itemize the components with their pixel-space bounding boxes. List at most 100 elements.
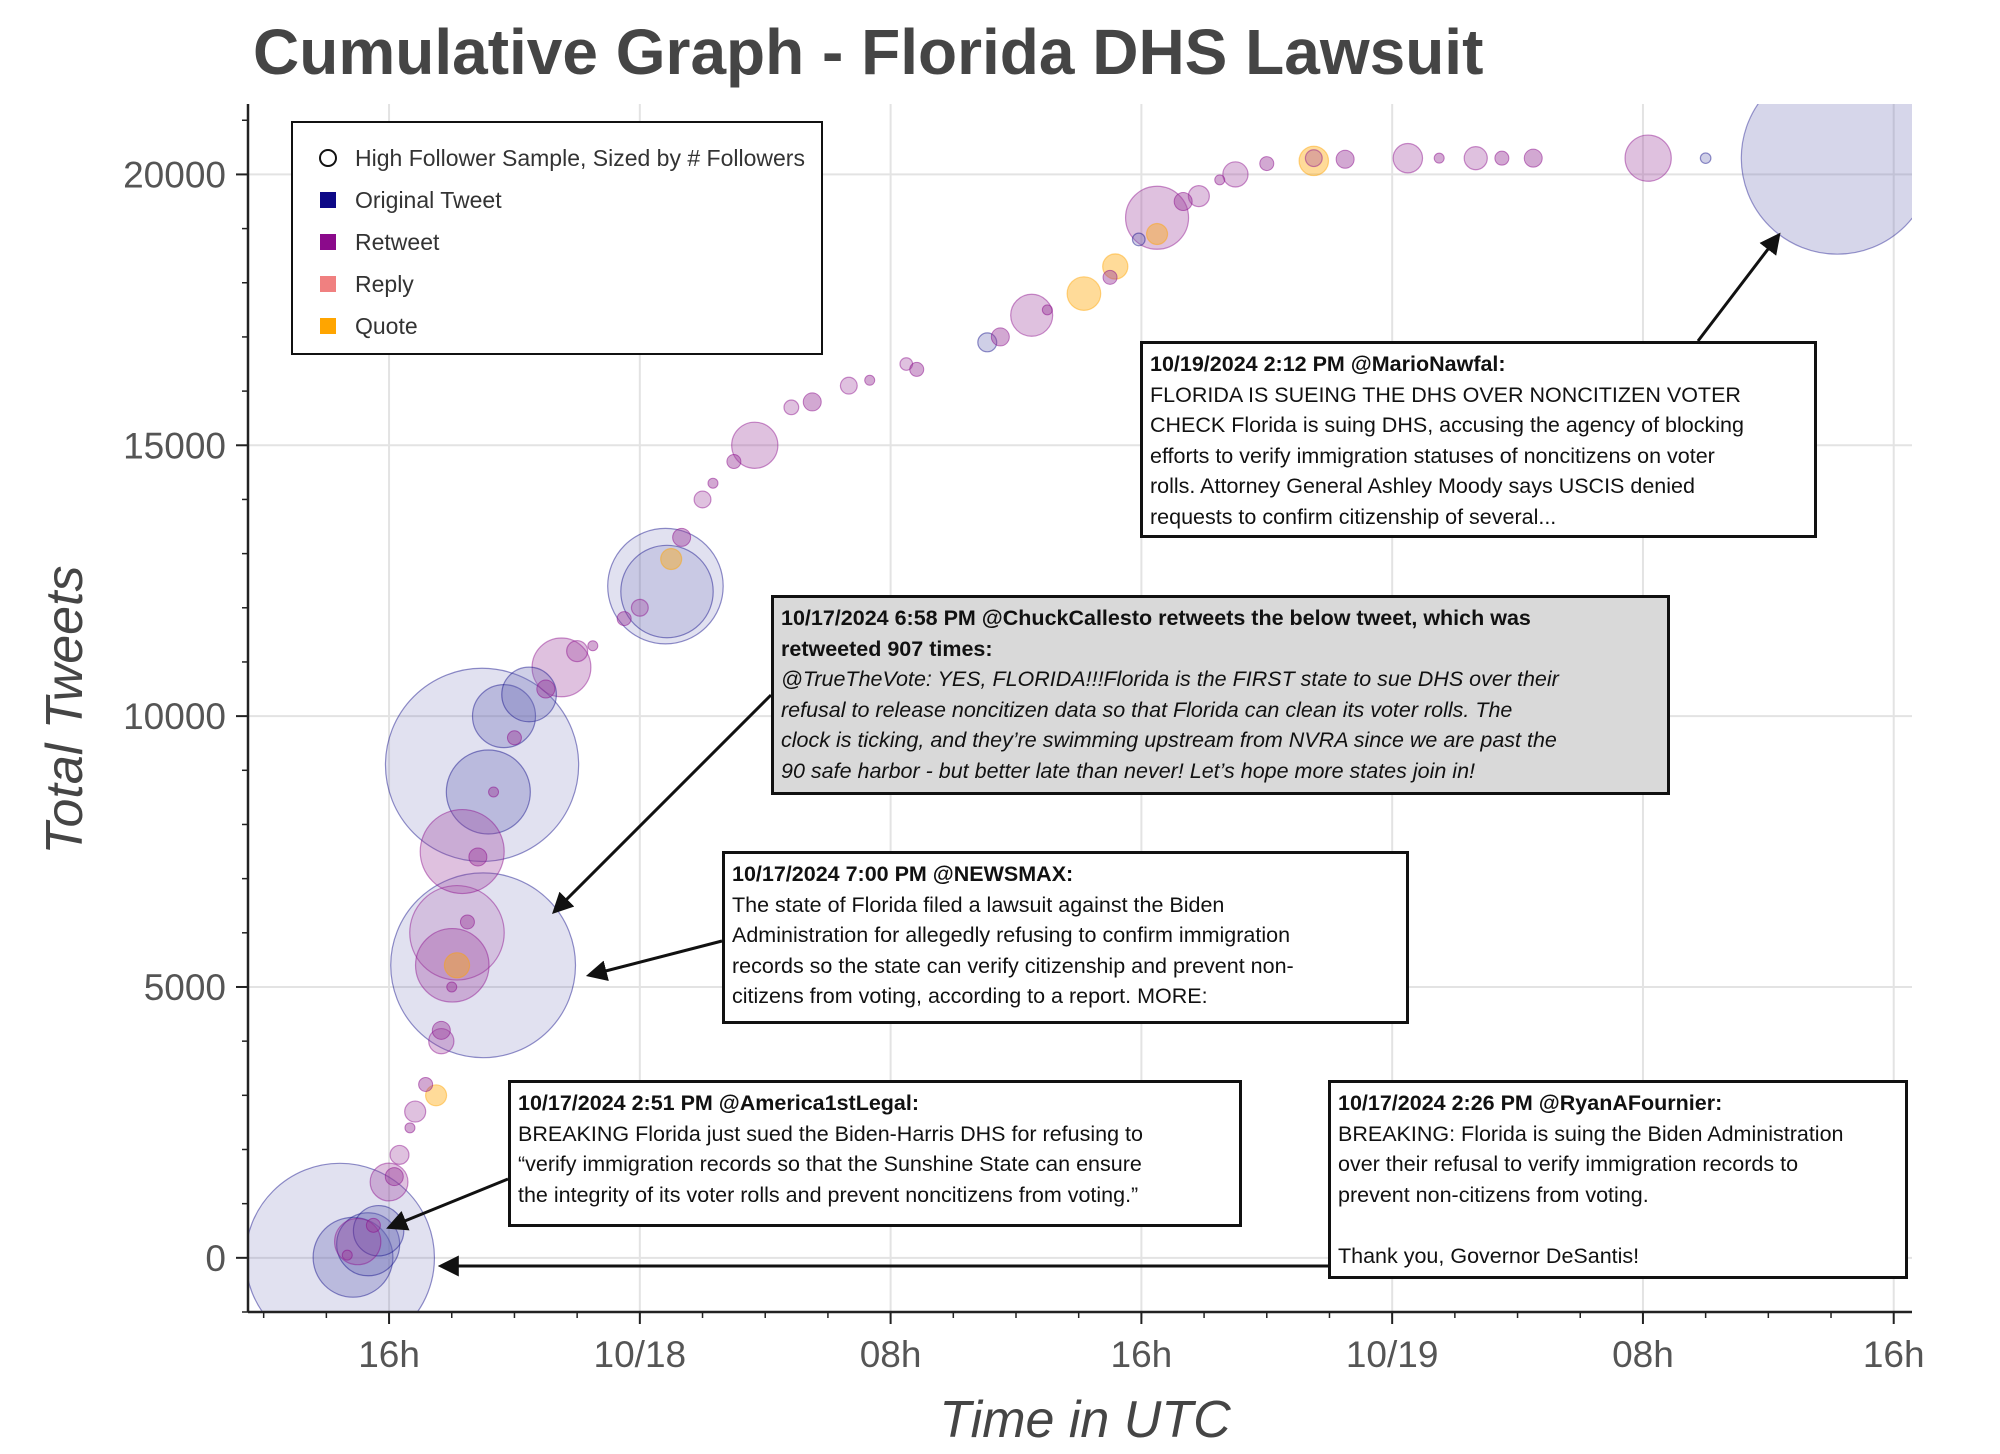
axes: [246, 104, 1912, 1314]
data-point: [334, 1217, 382, 1266]
y-axis-label: Total Tweets: [36, 565, 94, 854]
arrow-mario-nawfal: [1696, 232, 1781, 342]
trail-point: [909, 361, 925, 377]
data-point: [414, 927, 490, 1003]
legend-label: High Follower Sample, Sized by # Followe…: [355, 145, 805, 171]
data-point: [419, 808, 505, 895]
data-point: [409, 884, 505, 981]
data-point: [693, 490, 712, 509]
trail-point: [672, 527, 692, 547]
data-point: [1187, 184, 1210, 208]
data-point: [566, 640, 589, 663]
data-point: [783, 399, 800, 416]
trail-point: [1041, 304, 1053, 316]
trail-point: [707, 477, 719, 489]
legend-label: Quote: [355, 313, 418, 339]
trail-point: [384, 1167, 404, 1187]
data-point: [1124, 185, 1190, 250]
data-point: [404, 1100, 427, 1123]
legend-box: [291, 121, 823, 355]
trail-point: [488, 786, 500, 798]
trail-point: [1214, 174, 1226, 186]
data-point: [336, 1212, 401, 1277]
legend-label: Original Tweet: [355, 187, 502, 213]
annotation-body: @TrueTheVote: YES, FLORIDA!!!Florida is …: [781, 667, 1559, 783]
trail-point: [446, 981, 458, 993]
annotation-body: BREAKING Florida just sued the Biden-Har…: [518, 1121, 1143, 1207]
legend-circle-icon: [319, 149, 337, 167]
trail-point: [506, 730, 522, 746]
data-point: [369, 1162, 409, 1202]
data-point: [248, 1162, 436, 1312]
data-point: [389, 1144, 410, 1165]
data-point: [977, 332, 998, 353]
arrow-america1st-legal: [386, 1177, 509, 1231]
data-point: [839, 376, 858, 395]
data-point: [1304, 149, 1323, 168]
annotation-header: 10/17/2024 6:58 PM @ChuckCallesto retwee…: [781, 606, 1531, 661]
data-point: [620, 544, 714, 639]
data-point: [1066, 276, 1102, 311]
legend-label: Retweet: [355, 229, 440, 255]
chart-title: Cumulative Graph - Florida DHS Lawsuit: [253, 16, 1483, 88]
trail-point: [1173, 192, 1193, 212]
annotation-chuck-callesto: 10/17/2024 6:58 PM @ChuckCallesto retwee…: [771, 595, 1670, 795]
annotation-ryan-fournier: 10/17/2024 2:26 PM @RyanAFournier: BREAK…: [1328, 1080, 1908, 1279]
legend-swatch: [320, 276, 336, 292]
data-point: [1102, 253, 1129, 280]
x-tick-label: 16h: [1111, 1334, 1173, 1375]
arrow-newsmax: [585, 939, 723, 981]
tick-layer: 0 5000 10000 15000 20000 16h 10/18 08h 16h 10/19 0…: [123, 119, 1925, 1375]
data-point: [312, 1216, 394, 1298]
trail-point: [1433, 152, 1445, 164]
data-point: [390, 872, 577, 1059]
annotation-header: 10/17/2024 7:00 PM @NEWSMAX:: [732, 862, 1074, 886]
data-point: [731, 421, 779, 469]
data-point: [531, 637, 592, 698]
x-tick-label: 10/19: [1346, 1334, 1439, 1375]
data-point: [428, 1027, 455, 1055]
trail-point: [802, 392, 822, 412]
bubble-layer: [248, 104, 1912, 1312]
annotation-arrows: [386, 232, 1781, 1277]
trail-point: [431, 1020, 451, 1040]
data-point: [471, 684, 537, 749]
data-point: [1222, 161, 1249, 188]
trail-point: [365, 1217, 381, 1233]
annotation-header: 10/17/2024 2:26 PM @RyanAFournier:: [1338, 1091, 1723, 1115]
legend-swatch: [320, 192, 336, 208]
data-point: [1131, 232, 1146, 247]
annotation-mario-nawfal: 10/19/2024 2:12 PM @MarioNawfal: FLORIDA…: [1140, 341, 1817, 538]
y-tick-label: 5000: [144, 967, 226, 1008]
data-point: [660, 547, 683, 571]
annotation-newsmax: 10/17/2024 7:00 PM @NEWSMAX: The state o…: [722, 851, 1409, 1024]
trail-point: [341, 1249, 353, 1261]
legend-swatch: [320, 318, 336, 334]
trail-point: [587, 640, 599, 652]
data-point: [1463, 146, 1488, 171]
annotation-body: FLORIDA IS SUEING THE DHS OVER NONCITIZE…: [1150, 382, 1744, 529]
data-point: [1145, 222, 1169, 246]
annotation-header: 10/17/2024 2:51 PM @America1stLegal:: [518, 1091, 920, 1115]
data-point: [1392, 142, 1424, 174]
x-tick-label: 10/18: [594, 1334, 687, 1375]
trail-point: [726, 454, 742, 470]
annotation-body: BREAKING: Florida is suing the Biden Adm…: [1338, 1121, 1844, 1268]
data-point: [1699, 152, 1712, 165]
x-axis-label: Time in UTC: [939, 1391, 1231, 1449]
data-point: [443, 952, 471, 979]
legend: High Follower Sample, Sized by # Followe…: [291, 121, 823, 355]
x-tick-label: 16h: [1863, 1334, 1925, 1375]
trail-point: [459, 914, 475, 930]
y-tick-label: 0: [205, 1238, 226, 1279]
trail-point: [864, 374, 876, 386]
trail-point: [990, 327, 1010, 347]
trail-point: [1523, 148, 1543, 168]
trail-point: [536, 679, 556, 699]
data-point: [424, 1084, 448, 1107]
data-point: [1010, 293, 1054, 337]
trail-point: [418, 1076, 434, 1092]
annotation-america1st-legal: 10/17/2024 2:51 PM @America1stLegal: BRE…: [508, 1080, 1242, 1227]
trail-point: [404, 1122, 416, 1134]
